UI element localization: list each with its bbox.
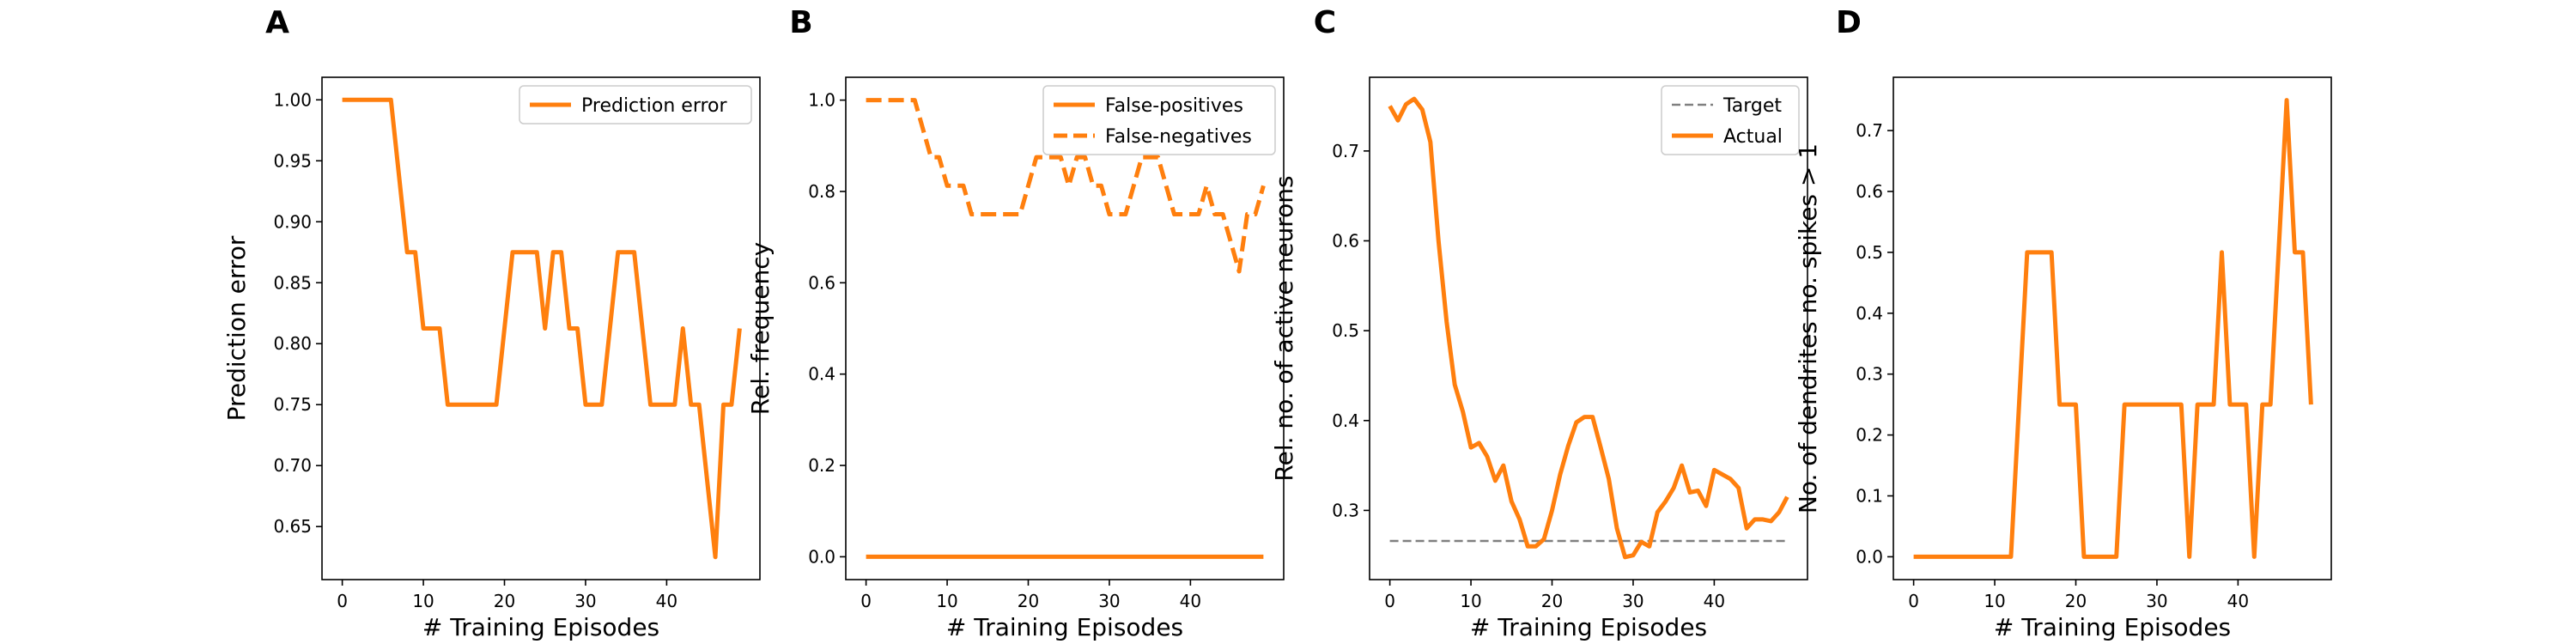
legend-entry: False-positives <box>1105 95 1243 117</box>
y-tick-label: 0.95 <box>273 150 312 171</box>
x-tick-label: 20 <box>1018 591 1039 611</box>
y-tick-label: 0.4 <box>1332 410 1359 431</box>
y-tick-label: 0.75 <box>273 394 312 415</box>
legend-entry: Prediction error <box>581 95 727 117</box>
x-axis-label: # Training Episodes <box>946 613 1183 641</box>
panel-letter: A <box>265 5 289 40</box>
series-line-prediction-error <box>342 97 742 560</box>
y-tick-label: 0.6 <box>808 272 835 293</box>
y-tick-label: 0.7 <box>1856 120 1883 141</box>
x-axis-label: # Training Episodes <box>1470 613 1707 641</box>
y-tick-label: 0.70 <box>273 455 312 476</box>
series-line-false-negatives <box>866 98 1266 274</box>
legend: Prediction error <box>519 85 752 125</box>
x-tick-label: 40 <box>1704 591 1725 611</box>
y-tick-label: 0.5 <box>1856 242 1883 263</box>
legend-entry: False-negatives <box>1105 126 1252 148</box>
legend-entry: Actual <box>1723 126 1783 148</box>
y-tick-label: 0.4 <box>1856 303 1883 324</box>
y-tick-label: 0.1 <box>1856 486 1883 507</box>
x-tick-label: 0 <box>337 591 348 611</box>
x-tick-label: 40 <box>1180 591 1201 611</box>
legend-box <box>1042 85 1276 155</box>
y-tick-label: 0.4 <box>808 364 835 385</box>
y-tick-label: 0.85 <box>273 272 312 293</box>
legend: Target Actual <box>1661 85 1800 155</box>
y-tick-label: 0.0 <box>808 546 835 567</box>
y-tick-label: 0.6 <box>1856 181 1883 202</box>
y-tick-label: 0.90 <box>273 211 312 232</box>
x-tick-label: 10 <box>1984 591 2005 611</box>
x-tick-label: 20 <box>1541 591 1563 611</box>
series-line-actual <box>1388 96 1789 560</box>
y-tick-label: 0.6 <box>1332 230 1359 251</box>
panel-b: B 0 10 20 30 40 0.0 0.2 0.4 0.6 0.8 1.0 # Training E… <box>746 5 1285 641</box>
x-tick-label: 30 <box>1622 591 1643 611</box>
y-axis-label: Rel. no. of active neurons <box>1270 175 1298 481</box>
x-tick-label: 20 <box>494 591 515 611</box>
y-tick-label: 1.0 <box>808 90 835 111</box>
legend-box <box>519 85 752 125</box>
panel-a: A 0 10 20 30 40 0.65 0.70 0.75 0.80 0.85 0.90 0.95 1.… <box>222 5 761 641</box>
plot-frame <box>321 76 761 580</box>
x-tick-label: 20 <box>2065 591 2087 611</box>
legend: False-positives False-negatives <box>1042 85 1276 155</box>
panel-letter: C <box>1314 5 1336 40</box>
y-tick-label: 0.2 <box>808 455 835 476</box>
plot-frame <box>845 76 1285 580</box>
y-tick-label: 0.3 <box>1332 500 1359 520</box>
legend-entry: Target <box>1722 95 1782 117</box>
x-tick-label: 40 <box>2227 591 2249 611</box>
x-tick-label: 0 <box>1908 591 1919 611</box>
y-axis-label: Prediction error <box>222 235 251 421</box>
y-tick-label: 0.5 <box>1332 320 1359 341</box>
x-tick-label: 30 <box>1098 591 1120 611</box>
y-tick-label: 0.0 <box>1856 546 1883 567</box>
plot-frame <box>1369 76 1808 580</box>
x-tick-label: 10 <box>412 591 434 611</box>
y-tick-label: 0.80 <box>273 333 312 354</box>
panel-letter: D <box>1836 5 1862 40</box>
x-tick-label: 10 <box>936 591 957 611</box>
x-tick-label: 30 <box>574 591 596 611</box>
x-axis-label: # Training Episodes <box>422 613 659 641</box>
x-tick-label: 0 <box>860 591 872 611</box>
y-tick-label: 0.2 <box>1856 425 1883 446</box>
plot-frame <box>1893 76 2332 580</box>
y-tick-label: 0.8 <box>808 181 835 202</box>
panel-c: C 0 10 20 30 40 0.3 0.4 0.5 0.6 0.7 # Training Epis… <box>1270 5 1808 641</box>
x-tick-label: 10 <box>1460 591 1481 611</box>
y-axis-label: Rel. frequency <box>746 242 775 415</box>
series-line-values <box>1913 98 2313 559</box>
y-tick-label: 1.00 <box>273 89 312 110</box>
panel-d: D 0 10 20 30 40 0.0 0.1 0.2 0.3 0.4 0.5 0.6 0.7 # Trai… <box>1794 5 2332 641</box>
panel-letter: B <box>789 5 812 40</box>
x-tick-label: 40 <box>656 591 677 611</box>
y-tick-label: 0.7 <box>1332 141 1359 161</box>
x-tick-label: 0 <box>1384 591 1395 611</box>
x-tick-label: 30 <box>2146 591 2167 611</box>
y-tick-label: 0.65 <box>273 516 312 537</box>
y-tick-label: 0.3 <box>1856 364 1883 385</box>
y-axis-label: No. of dendrites no. spikes > 1 <box>1794 143 1822 513</box>
x-axis-label: # Training Episodes <box>1994 613 2231 641</box>
